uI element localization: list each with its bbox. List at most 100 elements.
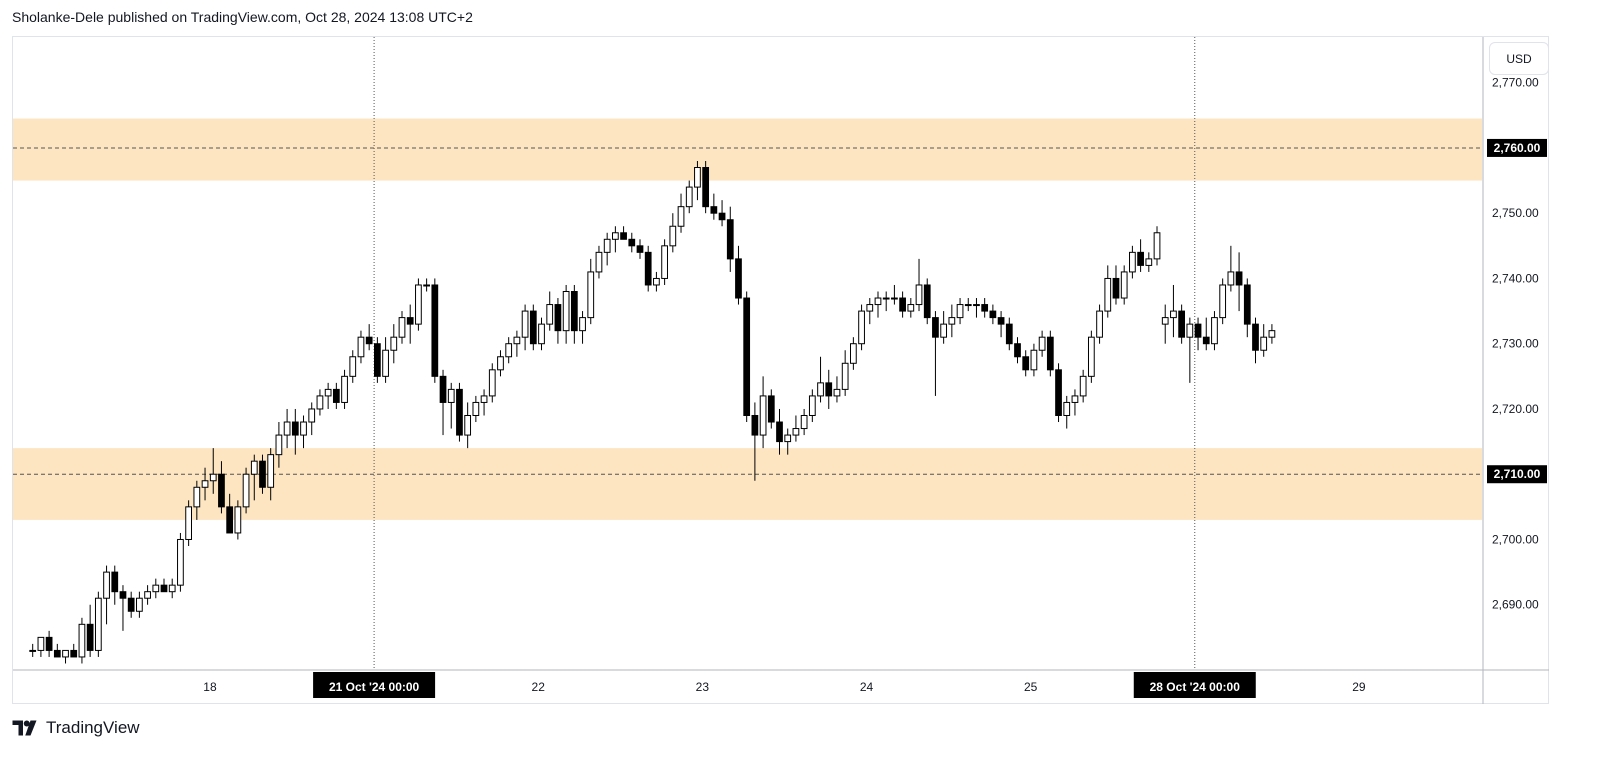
candle-body (603, 238, 611, 253)
candle-body (562, 291, 570, 332)
candle (677, 193, 685, 233)
candle (406, 304, 414, 344)
candle (242, 467, 250, 514)
candle-body (144, 591, 151, 599)
candle (1235, 252, 1243, 312)
candle (891, 284, 898, 305)
candle (1252, 317, 1259, 364)
candle-body (817, 382, 824, 397)
candle (382, 337, 389, 383)
candle (1087, 330, 1095, 383)
candle (923, 278, 931, 325)
candle (538, 317, 545, 351)
candle (505, 337, 513, 364)
candle (784, 428, 792, 455)
candle-body (1145, 258, 1153, 266)
candle-body (136, 597, 143, 612)
candle-body (357, 336, 365, 358)
candle (964, 298, 972, 312)
candle (702, 160, 710, 214)
candle-body (29, 649, 37, 652)
candle (1227, 245, 1235, 292)
candle-body (324, 388, 332, 397)
candle (1145, 252, 1153, 272)
price-tick-label: 2,720.00 (1492, 402, 1539, 416)
candle (948, 304, 956, 338)
price-tick-label: 2,690.00 (1492, 598, 1539, 612)
candle-body (398, 317, 406, 338)
time-marker-badge (1133, 672, 1256, 698)
candle-body (636, 245, 644, 253)
candle (1079, 369, 1087, 403)
candle-body (677, 206, 685, 227)
candle-body (259, 460, 266, 488)
candle-body (505, 343, 513, 358)
candle-body (103, 571, 110, 599)
candle-body (751, 414, 759, 436)
candle-body (300, 421, 307, 436)
candle-body (423, 284, 430, 287)
candle (825, 369, 833, 409)
candle (981, 298, 989, 318)
candle (603, 232, 611, 266)
candle (185, 500, 192, 547)
candle-body (1186, 323, 1194, 338)
candle (915, 258, 923, 312)
candle (1153, 226, 1161, 266)
candle-body (858, 310, 865, 345)
candle (1046, 330, 1054, 377)
candle (866, 298, 874, 325)
candle (661, 239, 668, 285)
candle (997, 311, 1005, 338)
candle (267, 448, 275, 501)
time-axis: 18 22 23 24 25 29 21 Oct '24 00:00 28 Oct '24 0… (13, 669, 1549, 698)
candle-body (374, 343, 381, 377)
candle-body (776, 421, 783, 443)
candle (127, 591, 135, 618)
candle-body (874, 297, 882, 306)
candle (1104, 265, 1112, 318)
candle (456, 382, 463, 442)
zone-band (13, 448, 1482, 520)
candle (300, 415, 307, 449)
candle-body (168, 584, 176, 593)
candle-body (866, 304, 874, 312)
candle-body (86, 623, 94, 651)
candle-body (488, 369, 496, 397)
candle-body (406, 317, 414, 325)
candle-body (997, 317, 1005, 325)
currency-button[interactable]: USD (1489, 42, 1549, 75)
candle-body (1038, 336, 1046, 351)
candle-body (940, 323, 948, 338)
footer-brand[interactable]: TradingView (12, 718, 140, 738)
candle (234, 500, 242, 540)
candle (1120, 265, 1128, 305)
candle-body (1268, 330, 1276, 338)
candle-body (1252, 323, 1259, 351)
candle-body (341, 375, 348, 403)
candle (751, 402, 759, 481)
candle-body (973, 304, 980, 307)
candle (464, 402, 472, 449)
price-axis: 2,770.00 2,750.00 2,740.00 2,730.00 2,720.00… (1482, 37, 1547, 704)
candle-body (456, 388, 463, 436)
time-marker-label: 21 Oct '24 00:00 (329, 680, 420, 694)
candle (710, 193, 718, 220)
candle-body (291, 421, 299, 436)
price-tick-label: 2,700.00 (1492, 532, 1539, 546)
candle-body (825, 382, 833, 397)
candle (218, 461, 225, 514)
candle (579, 311, 586, 344)
candle (899, 291, 906, 318)
candle (882, 291, 890, 312)
brand-name: TradingView (46, 718, 140, 737)
candle-body (1014, 343, 1021, 358)
candle-body (119, 591, 127, 599)
candle (152, 578, 160, 599)
candle (357, 330, 365, 364)
candle (644, 245, 652, 292)
candle (800, 408, 808, 436)
candle-body (538, 323, 545, 345)
candle (423, 278, 430, 292)
